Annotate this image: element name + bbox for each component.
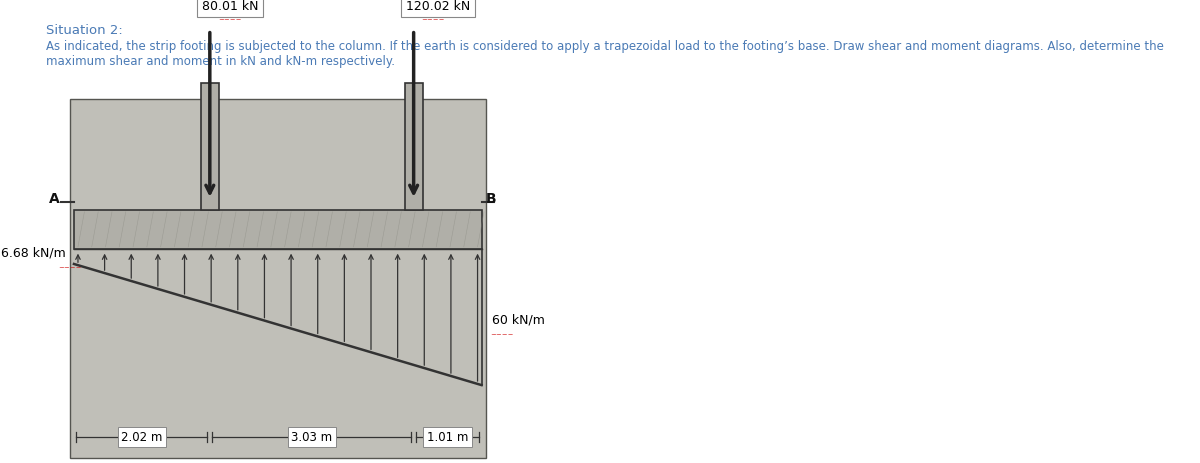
- Bar: [70, 100, 486, 458]
- Text: 3.03 m: 3.03 m: [292, 430, 332, 443]
- Text: B: B: [486, 192, 497, 206]
- Bar: [74, 210, 481, 249]
- Text: 60 kN/m: 60 kN/m: [492, 313, 545, 325]
- Text: 1.01 m: 1.01 m: [427, 430, 468, 443]
- Text: maximum shear and moment in kN and kN-m respectively.: maximum shear and moment in kN and kN-m …: [46, 55, 395, 68]
- Text: 2.02 m: 2.02 m: [121, 430, 162, 443]
- Text: 80.01 kN: 80.01 kN: [202, 0, 258, 13]
- Text: 120.02 kN: 120.02 kN: [406, 0, 470, 13]
- Text: ~~~~: ~~~~: [421, 17, 445, 23]
- Text: A: A: [49, 192, 60, 206]
- Text: ~~~~: ~~~~: [58, 264, 82, 270]
- Text: ~~~~: ~~~~: [490, 332, 514, 338]
- Text: As indicated, the strip footing is subjected to the column. If the earth is cons: As indicated, the strip footing is subje…: [46, 40, 1164, 53]
- Bar: [200, 84, 218, 210]
- Text: ~~~~: ~~~~: [218, 17, 241, 23]
- Text: 6.68 kN/m: 6.68 kN/m: [1, 245, 66, 258]
- Bar: [404, 84, 422, 210]
- Text: Situation 2:: Situation 2:: [46, 24, 122, 37]
